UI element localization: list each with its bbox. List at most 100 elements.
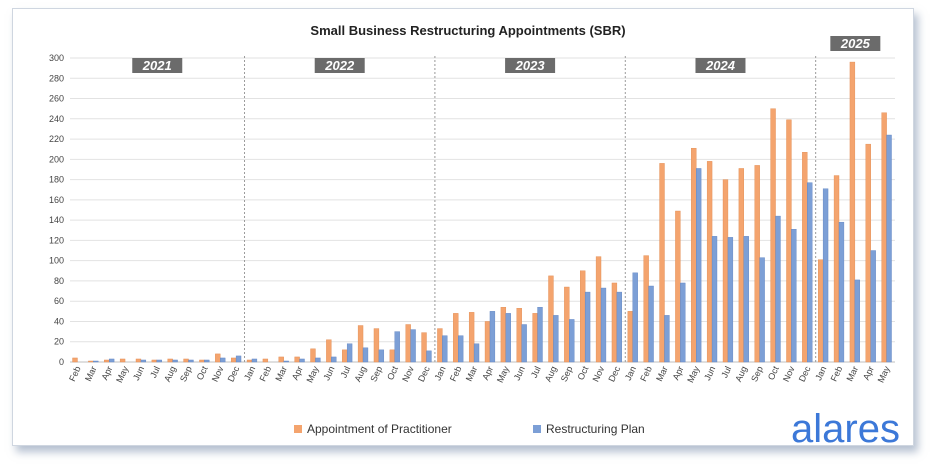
bar-practitioner <box>151 359 157 363</box>
y-tick-label: 140 <box>49 215 64 225</box>
y-tick-label: 260 <box>49 94 64 104</box>
y-tick-label: 100 <box>49 256 64 266</box>
bar-practitioner <box>278 356 284 363</box>
chart-frame: Small Business Restructuring Appointment… <box>12 8 914 446</box>
x-tick-label: Apr <box>671 365 686 382</box>
bar-practitioner <box>405 324 411 363</box>
x-tick-label: Apr <box>861 365 876 382</box>
bar-restructuring-plan <box>648 285 654 363</box>
bar-restructuring-plan <box>204 359 210 363</box>
y-tick-label: 120 <box>49 235 64 245</box>
bar-restructuring-plan <box>346 343 353 363</box>
legend-swatch-practitioner <box>294 425 302 433</box>
x-tick-label: Oct <box>195 364 210 381</box>
x-tick-label: Nov <box>210 364 226 383</box>
x-tick-label: Mar <box>83 365 99 383</box>
y-tick-label: 40 <box>54 316 64 326</box>
y-tick-label: 20 <box>54 337 64 347</box>
x-tick-label: Mar <box>273 365 289 383</box>
x-tick-label: Oct <box>385 364 400 381</box>
chart-title: Small Business Restructuring Appointment… <box>310 23 625 38</box>
bar-practitioner <box>722 179 729 363</box>
x-tick-label: Jan <box>242 365 257 382</box>
bar-restructuring-plan <box>696 168 702 363</box>
year-label: 2021 <box>142 58 172 73</box>
bar-practitioner <box>310 348 316 363</box>
x-tick-label: Dec <box>226 364 242 383</box>
year-divider-layer <box>244 56 817 362</box>
x-tick-label: May <box>685 364 701 384</box>
legend-label-practitioner: Appointment of Practitioner <box>307 422 452 436</box>
y-tick-label: 280 <box>49 73 64 83</box>
year-label-layer: 2021 2022 2023 2024 2025 <box>132 36 881 73</box>
bar-practitioner <box>294 356 300 363</box>
year-label: 2023 <box>515 58 546 73</box>
bar-restructuring-plan <box>378 349 385 363</box>
x-tick-label: Aug <box>352 365 368 384</box>
bar-restructuring-plan <box>251 358 258 363</box>
bar-restructuring-plan <box>775 215 781 363</box>
x-tick-label: Feb <box>829 365 845 383</box>
x-tick-label: Feb <box>448 365 464 383</box>
bar-restructuring-plan <box>220 357 226 363</box>
x-tick-layer: Feb Mar Apr May Jun Jul Aug Sep Oct Nov Dec Jan Feb M… <box>67 364 892 384</box>
bar-restructuring-plan <box>299 358 305 363</box>
legend: Appointment of Practitioner Restructurin… <box>294 422 645 436</box>
bar-practitioner <box>246 359 253 363</box>
x-tick-label: Feb <box>258 365 274 383</box>
bar-practitioner <box>468 312 475 363</box>
bar-restructuring-plan <box>759 257 765 363</box>
x-tick-label: Mar <box>464 365 480 383</box>
x-tick-label: Jan <box>432 365 447 382</box>
year-label: 2022 <box>324 58 355 73</box>
bar-restructuring-plan <box>156 359 162 363</box>
bar-restructuring-plan <box>711 236 718 363</box>
x-tick-label: Dec <box>416 364 432 383</box>
x-tick-label: Mar <box>654 365 670 383</box>
bar-restructuring-plan <box>331 356 337 363</box>
x-tick-label: Jun <box>702 365 717 382</box>
y-tick-label: 240 <box>49 114 64 124</box>
bar-restructuring-plan <box>727 237 734 363</box>
x-tick-label: Apr <box>99 365 114 382</box>
bar-restructuring-plan <box>822 188 829 363</box>
x-tick-label: Feb <box>638 365 654 383</box>
x-tick-label: Jan <box>813 365 828 382</box>
bar-restructuring-plan <box>616 291 622 363</box>
bar-restructuring-plan <box>854 279 860 363</box>
year-label: 2024 <box>705 58 736 73</box>
x-tick-label: Jun <box>321 365 336 382</box>
y-tick-label: 300 <box>49 53 64 63</box>
x-tick-label: Sep <box>749 365 765 384</box>
legend-swatch-restructuring-plan <box>533 425 541 433</box>
x-tick-label: May <box>495 364 511 384</box>
x-tick-label: Nov <box>400 364 416 383</box>
x-tick-label: Apr <box>480 365 495 382</box>
year-badge <box>695 58 746 73</box>
bar-practitioner <box>484 321 491 363</box>
y-tick-label: 0 <box>59 357 64 367</box>
bar-restructuring-plan <box>362 347 369 363</box>
x-tick-label: Jul <box>529 365 543 380</box>
bar-restructuring-plan <box>235 355 242 363</box>
x-tick-label: Dec <box>606 364 622 383</box>
bar-restructuring-plan <box>664 315 670 363</box>
bar-practitioner <box>548 275 554 363</box>
bar-practitioner <box>802 152 808 363</box>
year-label: 2025 <box>840 36 871 51</box>
x-tick-label: Feb <box>67 365 83 383</box>
bar-restructuring-plan <box>743 236 749 363</box>
bar-practitioner <box>532 313 538 363</box>
bar-practitioner <box>135 358 142 363</box>
bar-practitioner <box>754 165 760 363</box>
x-tick-label: Sep <box>559 365 575 384</box>
bar-practitioner <box>643 255 649 363</box>
x-tick-label: Oct <box>766 364 781 381</box>
year-badge <box>830 36 881 51</box>
bar-restructuring-plan <box>473 343 480 363</box>
x-tick-label: Nov <box>590 364 606 383</box>
legend-label-restructuring-plan: Restructuring Plan <box>546 422 645 436</box>
bar-restructuring-plan <box>140 359 147 363</box>
bar-practitioner <box>706 161 713 363</box>
bar-restructuring-plan <box>838 221 845 363</box>
